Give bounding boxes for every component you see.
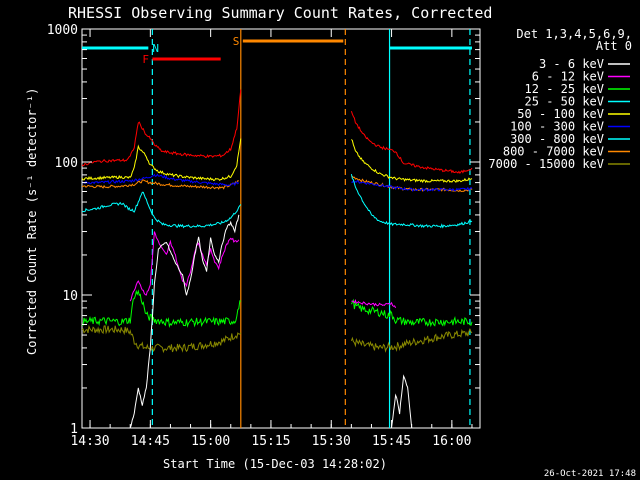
plot-frame: [81, 28, 481, 429]
series-line-0-seg1: [391, 374, 413, 429]
y-tick-label: 100: [55, 156, 78, 171]
legend-entry-label: 3 - 6 keV: [539, 57, 604, 71]
series-line-2-seg0: [81, 289, 241, 329]
footer-date: 26-Oct-2021 17:48: [544, 469, 636, 479]
x-tick-label: 14:30: [70, 434, 109, 449]
series-line-red-seg1: [350, 111, 473, 174]
flag-bars: NF S: [82, 35, 472, 66]
x-tick-label: 15:15: [251, 434, 290, 449]
x-axis-label: Start Time (15-Dec-03 14:28:02): [163, 457, 387, 471]
legend-entry-label: 50 - 100 keV: [517, 107, 604, 121]
x-tick-label: 15:00: [191, 434, 230, 449]
series-line-3-seg1: [350, 173, 473, 229]
flag-label-n: N: [152, 42, 159, 55]
series-line-3-seg0: [81, 191, 242, 229]
legend-header-line1: Det 1,3,4,5,6,9,: [516, 27, 632, 41]
y-axis-label: Corrected Count Rate (s⁻¹ detector⁻¹): [25, 88, 39, 355]
legend-header-line2: Att 0: [596, 39, 632, 53]
series-line-5-seg0: [81, 173, 240, 187]
flag-label-s: S: [233, 35, 240, 48]
legend-entry-label: 300 - 800 keV: [510, 132, 604, 146]
legend-entry-label: 800 - 7000 keV: [503, 145, 604, 159]
x-tick-label: 14:45: [131, 434, 170, 449]
plot-axes: [81, 28, 481, 429]
series-line-1-seg1: [351, 299, 397, 309]
series-line-red-seg0: [81, 89, 242, 167]
legend-entry-label: 12 - 25 keV: [525, 82, 604, 96]
legend-entry-label: 25 - 50 keV: [525, 95, 604, 109]
axis-ticks: 14:30 14:45 15:00 15:15 15:30 15:45 16:00 1 10 10…: [47, 23, 480, 449]
series-line-5-seg1: [351, 179, 473, 192]
legend-entry-label: 100 - 300 keV: [510, 120, 604, 134]
time-markers: [151, 29, 471, 428]
series-line-4-seg1: [351, 139, 473, 184]
series-line-7-seg0: [81, 179, 239, 190]
series-line-4-seg0: [81, 138, 242, 182]
series-line-8-seg1: [350, 328, 473, 353]
x-tick-label: 16:00: [432, 434, 471, 449]
chart-title: RHESSI Observing Summary Count Rates, Co…: [68, 4, 492, 22]
series-line-2-seg1: [350, 298, 473, 328]
legend-entry-label: 6 - 12 keV: [532, 70, 604, 84]
x-tick-label: 15:45: [372, 434, 411, 449]
y-tick-label: 1: [70, 422, 78, 437]
y-tick-label: 10: [62, 289, 78, 304]
legend-entry-label: 7000 - 15000 keV: [488, 157, 604, 171]
x-tick-label: 15:30: [312, 434, 351, 449]
series-lines: [81, 89, 473, 429]
series-line-8-seg0: [81, 324, 242, 354]
flag-label-f: F: [142, 53, 149, 66]
y-tick-label: 1000: [47, 23, 78, 38]
series-line-0-seg0: [129, 214, 240, 429]
